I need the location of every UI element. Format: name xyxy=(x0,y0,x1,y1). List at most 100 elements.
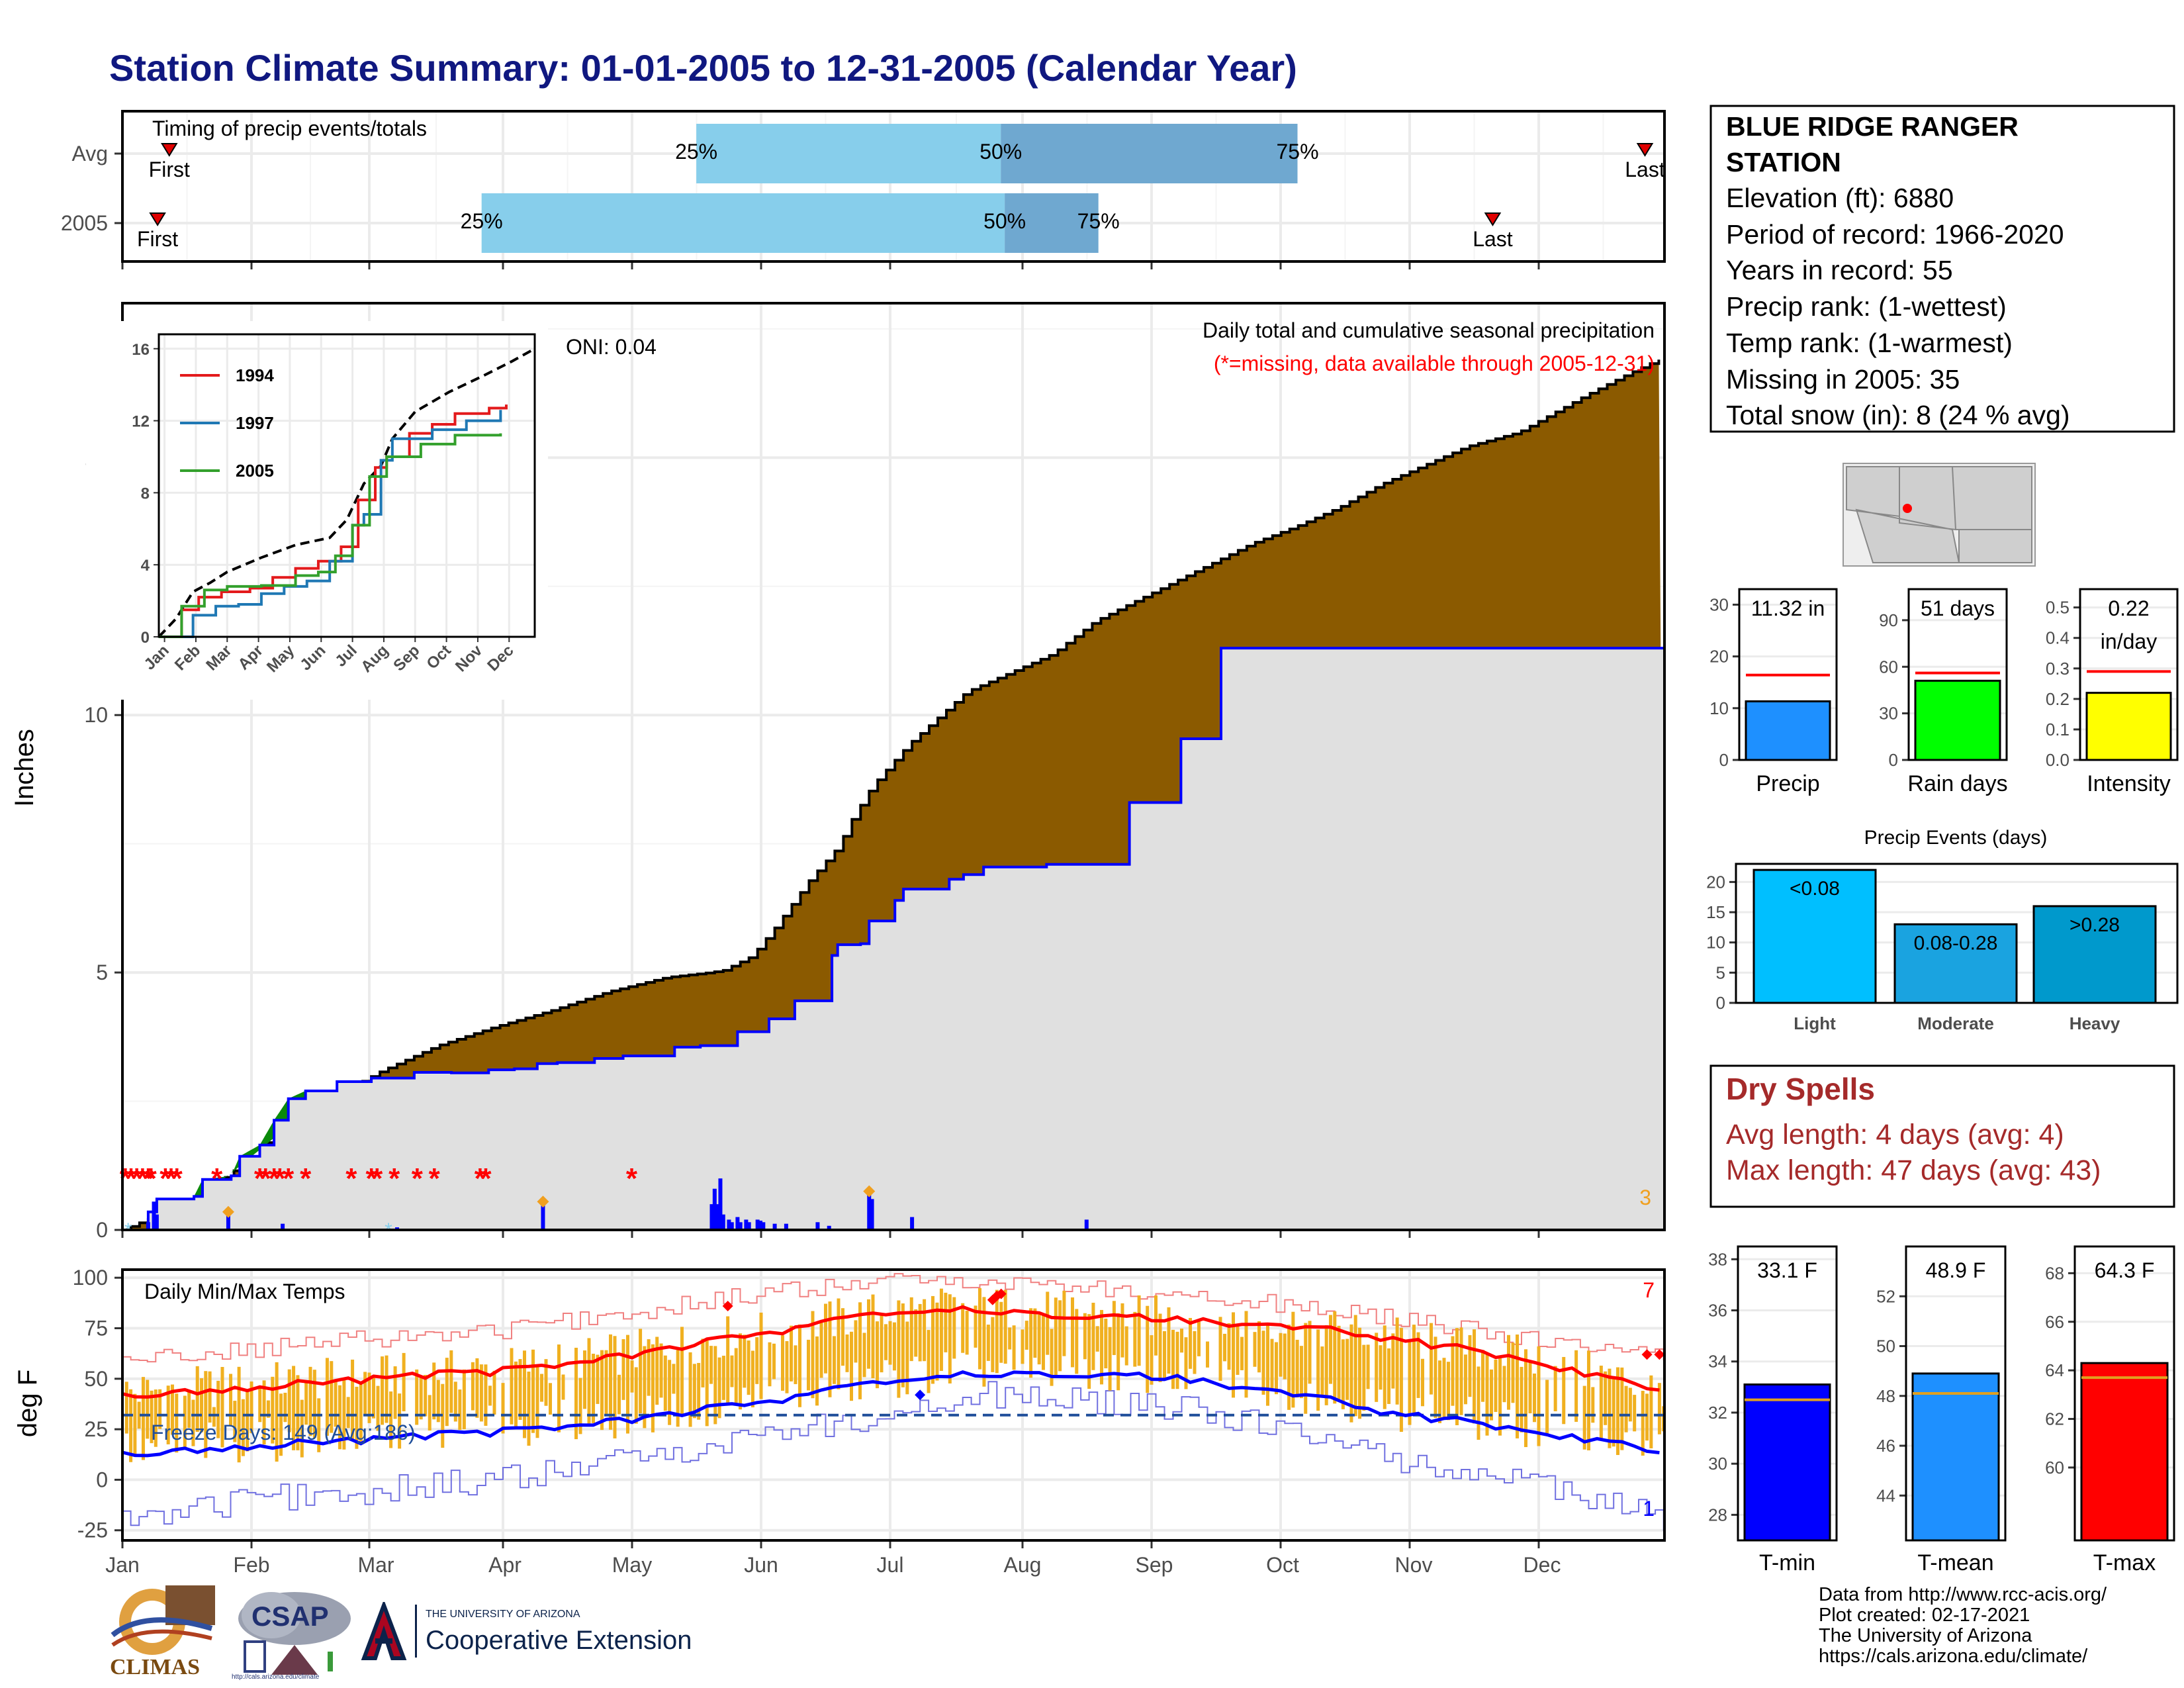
temp-summary-bar-0 xyxy=(1743,1383,1831,1542)
month-axis-label: Mar xyxy=(357,1553,394,1577)
daily-temp-range-bar xyxy=(275,1362,279,1462)
summary-category-label: Intensity xyxy=(2087,771,2171,796)
temp-summary-y-tick-label: 30 xyxy=(1708,1454,1727,1474)
daily-precip-bar xyxy=(744,1219,749,1230)
daily-temp-range-bar xyxy=(574,1348,578,1440)
daily-temp-range-bar xyxy=(1582,1385,1586,1450)
daily-temp-range-bar xyxy=(1270,1338,1274,1391)
daily-temp-range-bar xyxy=(1612,1378,1615,1447)
daily-temp-range-bar xyxy=(484,1364,488,1426)
summary-y-tick-label: 30 xyxy=(1879,704,1898,724)
climas-sun-icon xyxy=(111,1585,215,1655)
daily-temp-range-bar xyxy=(1341,1339,1345,1409)
daily-temp-range-bar xyxy=(133,1393,137,1456)
daily-temp-range-bar xyxy=(634,1367,638,1424)
daily-precip-bar xyxy=(772,1223,777,1230)
daily-precip-bar xyxy=(226,1211,230,1230)
daily-temp-range-bar xyxy=(854,1320,858,1363)
daily-temp-range-bar xyxy=(1649,1375,1653,1448)
temp-panel-border xyxy=(121,1268,1666,1542)
precip-panel-title: Daily total and cumulative seasonal prec… xyxy=(1203,318,1655,342)
daily-temp-range-bar xyxy=(292,1366,296,1450)
daily-temp-range-bar xyxy=(730,1355,734,1387)
timing-first-marker xyxy=(161,143,178,157)
credit-plot-created: Plot created: 02-17-2021 xyxy=(1819,1605,2030,1626)
daily-temp-range-bar xyxy=(1283,1333,1287,1380)
daily-temp-range-bar xyxy=(1433,1336,1437,1418)
daily-precip-bar xyxy=(281,1223,285,1230)
temp-y-tick-label: -25 xyxy=(77,1519,108,1542)
daily-temp-range-bar xyxy=(1167,1307,1171,1374)
daily-temp-range-bar xyxy=(518,1359,522,1420)
precip-event-category: Moderate xyxy=(1917,1013,1994,1033)
missing-day-marker: * xyxy=(412,1162,424,1195)
timing-first-label: First xyxy=(137,227,178,251)
daily-precip-bar xyxy=(784,1223,788,1230)
daily-temp-range-bar xyxy=(1391,1333,1395,1389)
missing-day-marker: * xyxy=(283,1162,295,1195)
daily-temp-range-bar xyxy=(1421,1358,1424,1407)
summary-bar-1 xyxy=(1914,679,2001,761)
daily-precip-bar xyxy=(709,1204,714,1230)
daily-temp-range-bar xyxy=(1481,1350,1484,1402)
daily-temp-range-bar xyxy=(739,1333,743,1410)
daily-temp-range-bar xyxy=(561,1374,565,1400)
timing-bar-25-50 xyxy=(481,193,1005,253)
daily-temp-range-bar xyxy=(935,1302,939,1381)
temp-corner-low: 1 xyxy=(1643,1497,1655,1521)
timing-p25-label: 25% xyxy=(461,209,503,233)
summary-y-tick-label: 0.3 xyxy=(2046,659,2070,679)
missing-day-marker: * xyxy=(125,1162,137,1195)
daily-temp-range-bar xyxy=(258,1387,262,1423)
daily-precip-bar xyxy=(870,1199,874,1230)
daily-temp-range-bar xyxy=(1366,1344,1370,1389)
dry-spells-avg: Avg length: 4 days (avg: 4) xyxy=(1726,1119,2064,1150)
station-location-dot xyxy=(1903,504,1912,513)
daily-temp-range-bar xyxy=(596,1354,600,1404)
precip-event-diamond xyxy=(222,1205,234,1218)
station-precip-rank: Precip rank: (1-wettest) xyxy=(1726,291,2007,322)
daily-temp-range-bar xyxy=(1604,1371,1608,1425)
daily-temp-range-bar xyxy=(1624,1385,1628,1432)
daily-temp-range-bar xyxy=(287,1369,291,1432)
daily-temp-range-bar xyxy=(1206,1341,1209,1368)
temp-panel-title: Daily Min/Max Temps xyxy=(144,1280,345,1303)
daily-temp-range-bar xyxy=(1447,1362,1450,1421)
temp-summary-y-tick-label: 60 xyxy=(2045,1458,2064,1477)
csap-wordmark: CSAP xyxy=(251,1601,329,1632)
inset-legend-label: 1997 xyxy=(236,413,274,433)
inset-line-2005 xyxy=(159,433,502,638)
missing-day-marker: * xyxy=(171,1162,183,1195)
daily-temp-range-bar xyxy=(271,1376,275,1444)
daily-temp-range-bar xyxy=(492,1370,496,1415)
record-low-diamond xyxy=(915,1389,926,1401)
daily-temp-range-bar xyxy=(824,1303,827,1374)
daily-temp-range-bar xyxy=(1275,1342,1278,1395)
precip-event-bar-label: <0.08 xyxy=(1790,878,1840,900)
daily-temp-range-bar xyxy=(304,1381,308,1425)
temp-summary-y-tick-label: 32 xyxy=(1708,1403,1727,1423)
daily-temp-range-bar xyxy=(600,1350,604,1430)
daily-temp-range-bar xyxy=(1218,1317,1222,1382)
temp-summary-y-tick-label: 34 xyxy=(1708,1352,1727,1372)
precip-events-y-tick-label: 5 xyxy=(1716,962,1725,982)
missing-day-marker: * xyxy=(137,1162,149,1195)
daily-temp-range-bar xyxy=(672,1364,676,1394)
station-period: Period of record: 1966-2020 xyxy=(1726,219,2064,250)
timing-p50-label: 50% xyxy=(979,140,1022,164)
month-axis-label: Jan xyxy=(105,1553,140,1577)
inset-y-tick-label: 0 xyxy=(141,629,150,647)
daily-temp-range-bar xyxy=(1516,1335,1519,1438)
daily-temp-range-bar xyxy=(833,1336,836,1384)
daily-temp-range-bar xyxy=(402,1352,406,1411)
daily-temp-range-bar xyxy=(867,1299,870,1369)
daily-temp-range-bar xyxy=(828,1301,832,1397)
record-high-line xyxy=(122,1273,1664,1363)
daily-temp-range-bar xyxy=(1524,1349,1527,1448)
daily-temp-range-bar xyxy=(1349,1324,1353,1423)
daily-temp-range-bar xyxy=(1295,1339,1299,1398)
daily-temp-range-bar xyxy=(1324,1325,1328,1405)
daily-temp-range-bar xyxy=(1279,1333,1283,1377)
timing-first-label: First xyxy=(149,158,190,181)
daily-temp-range-bar xyxy=(204,1371,208,1458)
